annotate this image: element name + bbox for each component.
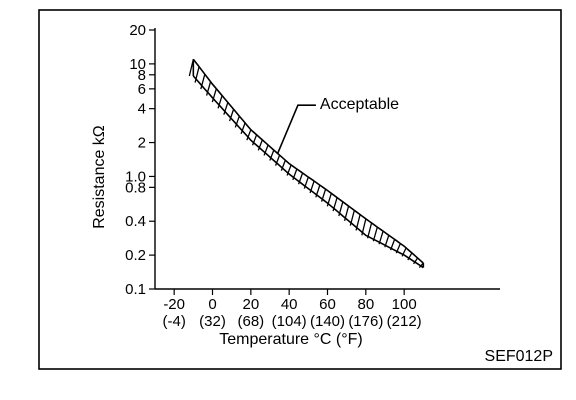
band-hatch-line [297,172,304,185]
band-hatch-line [395,243,401,254]
band-hatch-line [217,95,223,109]
x-tick-label: 100 [392,296,417,313]
band-hatch-line [234,115,240,128]
x-tick-label: -20 [163,296,185,313]
band-hatch-line [366,222,373,239]
band-hatch-line [355,214,361,231]
y-tick-label: 4 [138,101,146,118]
band-hatch-line [228,109,235,122]
figure-id: SEF012P [485,348,553,365]
x-axis-ticks: -20(-4) 0(32) 20(68) 40(104) 60(140) 80(176) 1… [163,289,422,330]
band-hatch-line [246,129,252,141]
band-hatch-line [389,239,396,251]
x-tick-label: 80 [357,296,374,313]
band-hatch-line [338,201,344,217]
band-hatch-line [211,88,217,103]
x-tick-label: 0 [208,296,216,313]
band-hatch-line [361,218,367,236]
y-tick-label: 6 [138,81,146,98]
band-hatch-line [292,168,298,181]
band-hatch-line [269,149,275,161]
band-hatch-line [315,184,321,198]
annotation-leader-line [276,104,316,154]
y-tick-label: 0.1 [125,281,146,298]
band-hatch-line [384,235,390,248]
band-hatch-line [401,247,407,257]
y-tick-label: 1.0 [125,168,146,185]
y-tick-label: 0.4 [125,213,146,230]
band-hatch-line [240,122,246,135]
x-tick-sublabel: (212) [387,313,422,330]
y-tick-label: 20 [129,22,146,39]
band-hatch-line [326,193,332,207]
band-hatch-line [407,252,413,261]
x-tick-label: 20 [242,296,259,313]
band-hatch-line [194,66,200,83]
y-tick-label: 8 [138,67,146,84]
x-tick-sublabel: (140) [310,313,345,330]
annotations: Acceptable [276,96,399,154]
band-hatch-line [274,154,281,166]
band-hatch-line [205,81,212,96]
band-hatch-line [286,164,292,176]
band-hatch-line [263,144,269,156]
x-tick-sublabel: (-4) [163,313,186,330]
band-hatch-line [372,226,378,242]
x-axis-label: Temperature °C (°F) [219,331,363,348]
y-tick-label: 10 [129,56,146,73]
band-hatch-line [413,257,419,265]
band-hatch-line [257,139,263,151]
x-tick-label: 40 [281,296,298,313]
band-hatch-line [251,134,258,146]
x-tick-sublabel: (32) [199,313,226,330]
band-hatch-line [200,74,206,90]
annotation-acceptable-label: Acceptable [320,96,399,113]
band-hatch-line [303,176,309,189]
band-hatch-line [320,188,327,202]
band-hatch-line [332,197,338,212]
x-tick-sublabel: (176) [348,313,383,330]
band-hatch-line [223,102,229,115]
band-hatch-line [343,205,350,221]
y-tick-label: 0.8 [125,179,146,196]
figure-frame [38,9,562,370]
x-tick-sublabel: (104) [272,313,307,330]
band-hatch-line [378,230,384,245]
y-tick-label: 2 [138,135,146,152]
x-tick-sublabel: (68) [237,313,264,330]
y-axis-label: Resistance kΩ [91,125,108,229]
y-tick-label: 0.2 [125,247,146,264]
axes [154,28,500,290]
band-hatch-line [349,210,355,226]
band-hatch-line [309,180,315,194]
band-hatch-line [280,159,286,171]
x-tick-label: 60 [319,296,336,313]
acceptable-band-upper [192,58,424,264]
acceptable-band [188,58,425,269]
